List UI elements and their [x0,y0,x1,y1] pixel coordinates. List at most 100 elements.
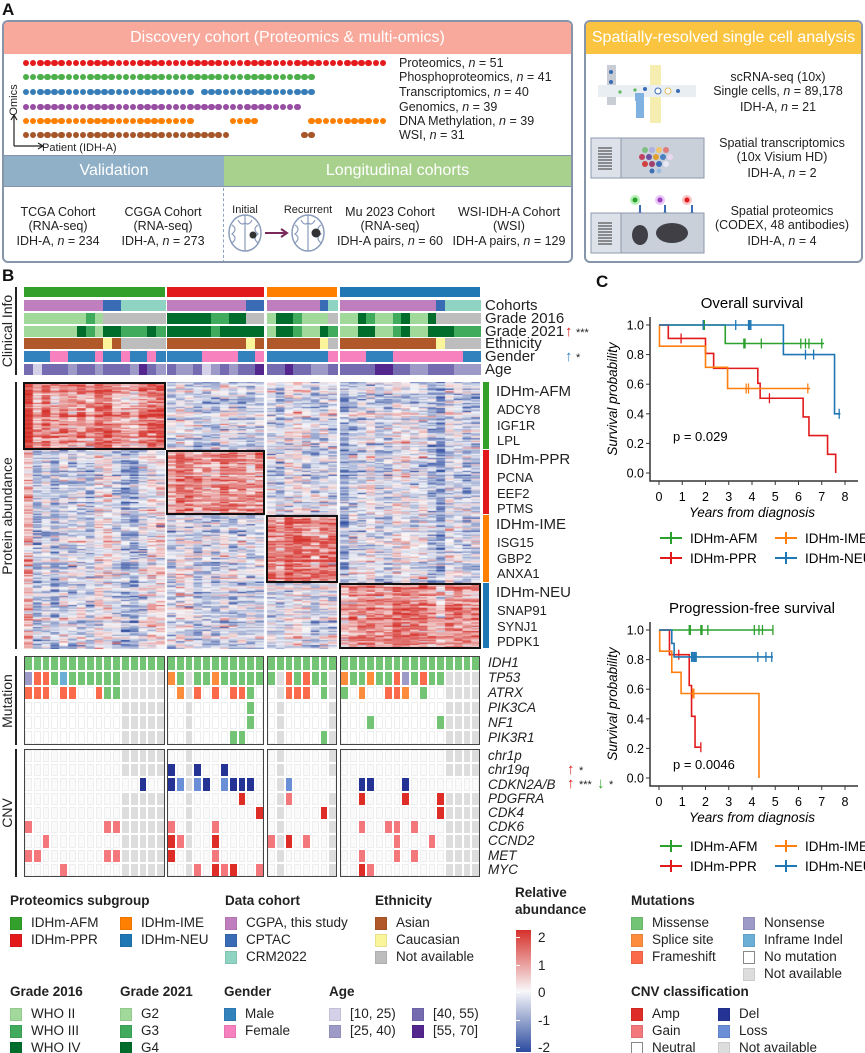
mutation-cell [268,686,275,700]
cnv-cell [393,849,401,862]
cnv-cell [454,778,462,791]
cnv-cell [238,778,246,791]
n-symbol: n [57,234,65,248]
legend-item: WHO II [10,1007,75,1021]
legend-swatch [412,1024,424,1038]
cnv-cell [113,849,120,862]
cnv-group-frame [167,749,264,877]
clinical-cell [357,326,367,337]
omics-dot [51,59,58,67]
legend-swatch [718,1041,730,1053]
omics-dot [251,59,258,67]
legend-label: Missense [652,915,710,930]
clinical-cell [138,326,148,337]
cnv-cell [268,835,275,848]
clinical-cell [348,351,358,362]
mutation-cell [176,686,184,700]
cnv-cell [113,863,120,876]
cnv-cell [303,764,310,777]
clinical-cell [267,364,277,375]
legend-item: Not available [743,967,842,981]
marker-protein-label: PTMS [497,501,534,516]
y-tick-label: 0.8 [627,653,644,667]
clinical-cell [228,338,239,349]
cnv-cell [51,835,59,848]
mutation-cell [60,701,68,715]
marker-protein-label: SYNJ1 [497,618,538,634]
cnv-cell [472,764,479,777]
omics-dot [329,59,337,67]
colorbar-tick-label: 2 [538,930,546,945]
cnv-cell [358,863,366,876]
clinical-cell [167,338,177,349]
cnv-cell [276,764,284,777]
clinical-cell [59,313,69,324]
cnv-cell [229,792,237,805]
omics-dot [144,117,151,125]
cnv-cell [402,778,409,791]
mutation-cell [33,731,41,744]
cnv-cell [285,863,293,876]
mutation-cell [294,731,301,744]
clinical-cell [167,300,177,311]
clinical-cell [319,326,329,337]
cnv-cell [320,806,328,820]
legend-item: [25, 40) [329,1024,396,1038]
text-value: = 39 [506,114,535,128]
mutation-cell [69,731,76,744]
cnv-cell [194,849,202,862]
clinical-cell [392,364,402,375]
mutation-group-frame [340,656,480,745]
clinical-cell [156,326,166,337]
n-symbol: n [788,234,796,248]
n-symbol: n [162,234,170,248]
clinical-cell [293,326,303,337]
cnv-cell [446,849,453,862]
cnv-cell [341,764,348,777]
omics-dot [229,117,237,125]
cnv-cell [463,863,471,876]
mutation-cell [238,731,246,744]
mutation-cell [376,716,383,730]
legend-swatch [120,1024,132,1038]
colorbar-tick-label: -1 [538,1012,551,1028]
mutation-cell [446,657,453,670]
clinical-cell [211,313,221,324]
subgroup-label: IDHm-AFM [496,383,571,400]
clinical-cell [471,338,481,349]
cnv-cell [77,806,85,820]
clinical-cell [76,351,87,362]
cnv-cell [428,863,436,876]
subgroup-side-bar [483,382,489,449]
cnv-cell [194,821,202,834]
mutation-cell [393,716,401,730]
cnv-cell [33,821,41,834]
mutation-cell [238,701,246,715]
mutation-cell [238,671,246,685]
cnv-cell [268,863,275,876]
omics-dot [172,73,180,81]
mutation-cell [113,671,120,685]
omics-dot [379,59,387,67]
cnv-cell [220,750,228,763]
clinical-cell [319,351,329,362]
mutation-cell [329,657,336,670]
cnv-cell [212,764,219,777]
cnv-cell [294,863,301,876]
spatial-item-detail: (10x Visium HD) [737,150,828,164]
cnv-cell [194,806,202,820]
mutation-cell [268,731,275,744]
omics-dot [72,73,80,81]
clinical-cell [50,351,60,362]
clinical-cell [103,364,113,375]
survival-curve-idhm-neu [659,629,773,658]
mutation-cell [77,657,85,670]
mutation-cell [121,686,129,700]
mutation-cell [139,701,147,715]
cnv-cell [384,806,392,820]
mutation-cell [121,657,129,670]
legend-label: IDHm-AFM [690,839,758,854]
mutation-cell [130,716,138,730]
omics-dot [215,103,223,111]
